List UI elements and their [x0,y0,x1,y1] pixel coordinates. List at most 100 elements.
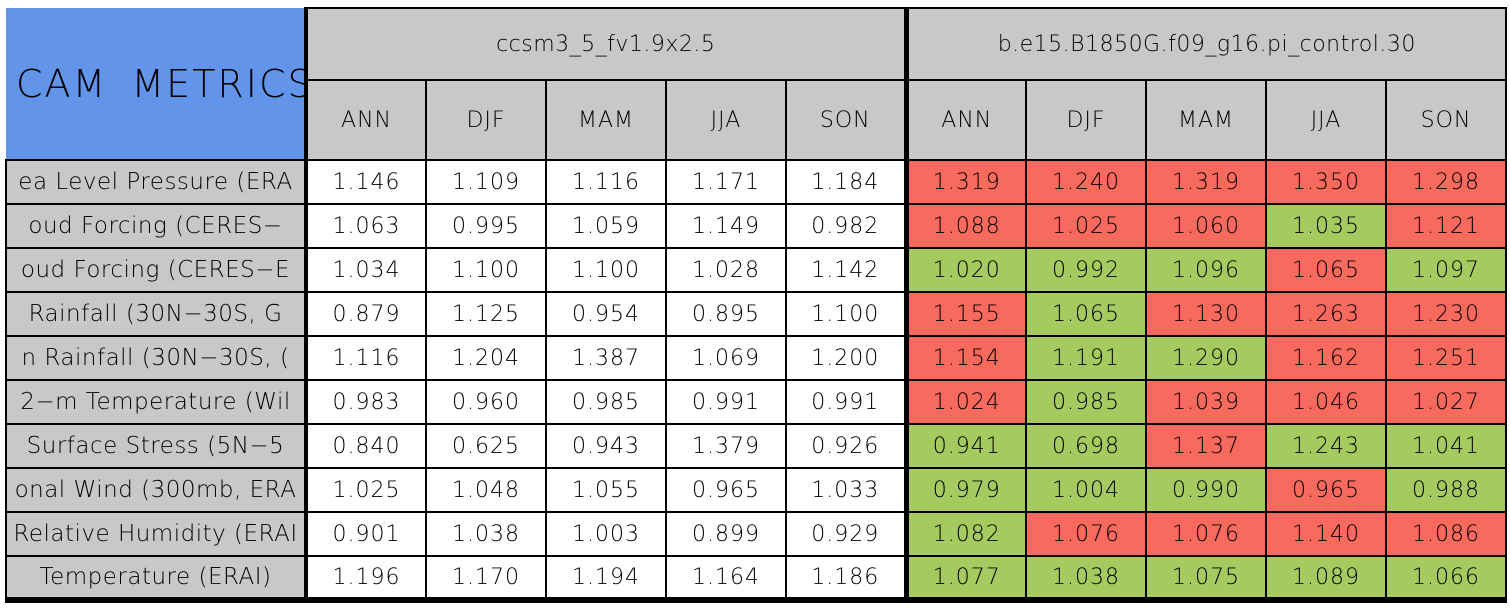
model2-value-cell: 1.076 [1025,511,1148,557]
model1-value-cell: 1.100 [545,247,667,293]
model2-value-cell: 1.024 [903,379,1028,425]
row-label: oud Forcing (CERES−E [5,247,308,293]
model1-value-cell: 0.995 [425,203,547,249]
model1-value-cell: 0.895 [665,291,787,337]
model1-value-cell: 1.184 [784,159,908,205]
model1-value-cell: 0.901 [305,511,427,557]
model2-value-cell: 1.086 [1385,511,1508,557]
table-row: oud Forcing (CERES− 1.063 0.995 1.059 1.149 0… [5,203,1508,249]
model2-value-cell: 1.066 [1385,555,1508,603]
model1-value-cell: 0.991 [665,379,787,425]
model1-value-cell: 0.982 [784,203,908,249]
model1-value-cell: 1.048 [425,467,547,513]
model2-value-cell: 1.075 [1145,555,1268,603]
model1-value-cell: 1.116 [545,159,667,205]
model1-value-cell: 1.170 [425,555,547,603]
model1-value-cell: 1.100 [784,291,908,337]
model2-value-cell: 1.065 [1025,291,1148,337]
model2-value-cell: 1.263 [1265,291,1388,337]
model1-value-cell: 1.025 [305,467,427,513]
model1-season-jja: JJA [665,79,787,161]
model1-value-cell: 1.200 [784,335,908,381]
model2-value-cell: 0.985 [1025,379,1148,425]
row-label: Relative Humidity (ERAI [5,511,308,557]
table-row: Surface Stress (5N−5 0.840 0.625 0.943 1.379… [5,423,1508,469]
model1-value-cell: 1.387 [545,335,667,381]
row-label: 2−m Temperature (Wil [5,379,308,425]
model2-value-cell: 1.191 [1025,335,1148,381]
model2-value-cell: 1.089 [1265,555,1388,603]
model1-value-cell: 1.003 [545,511,667,557]
model1-value-cell: 1.034 [305,247,427,293]
model2-value-cell: 1.243 [1265,423,1388,469]
table-row: 2−m Temperature (Wil 0.983 0.960 0.985 0.991… [5,379,1508,425]
table-row: Rainfall (30N−30S, G 0.879 1.125 0.954 0.895… [5,291,1508,337]
model2-value-cell: 1.025 [1025,203,1148,249]
model1-value-cell: 1.069 [665,335,787,381]
model2-season-mam: MAM [1145,79,1268,161]
model1-value-cell: 1.125 [425,291,547,337]
model2-value-cell: 1.077 [903,555,1028,603]
model1-value-cell: 1.186 [784,555,908,603]
model2-group-header: b.e15.B1850G.f09_g16.pi_control.30 [903,7,1508,81]
model2-value-cell: 1.155 [903,291,1028,337]
table-row: ea Level Pressure (ERA 1.146 1.109 1.116 1.1… [5,159,1508,205]
table-row: Relative Humidity (ERAI 0.901 1.038 1.003 0.… [5,511,1508,557]
model1-value-cell: 0.983 [305,379,427,425]
row-label: n Rainfall (30N−30S, ( [5,335,308,381]
model2-value-cell: 0.988 [1385,467,1508,513]
model1-value-cell: 1.116 [305,335,427,381]
model2-value-cell: 1.020 [903,247,1028,293]
model2-value-cell: 1.251 [1385,335,1508,381]
model2-value-cell: 1.319 [1145,159,1268,205]
model1-value-cell: 1.194 [545,555,667,603]
model1-value-cell: 0.985 [545,379,667,425]
row-label: onal Wind (300mb, ERA [5,467,308,513]
model1-value-cell: 0.965 [665,467,787,513]
model2-season-jja: JJA [1265,79,1388,161]
table-row: oud Forcing (CERES−E 1.034 1.100 1.100 1.028… [5,247,1508,293]
model1-season-son: SON [784,79,908,161]
model1-value-cell: 1.379 [665,423,787,469]
cam-metrics-table: CAM METRICS ccsm3_5_fv1.9x2.5 b.e15.B185… [5,7,1508,603]
model2-value-cell: 1.298 [1385,159,1508,205]
model1-value-cell: 1.055 [545,467,667,513]
model2-value-cell: 0.992 [1025,247,1148,293]
model2-value-cell: 1.240 [1025,159,1148,205]
model1-value-cell: 1.149 [665,203,787,249]
row-label: Surface Stress (5N−5 [5,423,308,469]
model1-value-cell: 1.196 [305,555,427,603]
model1-value-cell: 1.033 [784,467,908,513]
model2-value-cell: 1.121 [1385,203,1508,249]
model2-value-cell: 0.698 [1025,423,1148,469]
model1-value-cell: 0.991 [784,379,908,425]
season-header-row: ANN DJF MAM JJA SON ANN DJF MAM JJA SON [6,79,1508,161]
model1-value-cell: 1.146 [305,159,427,205]
model2-value-cell: 0.965 [1265,467,1388,513]
model1-season-mam: MAM [545,79,667,161]
model-header-row: CAM METRICS ccsm3_5_fv1.9x2.5 b.e15.B185… [6,7,1508,161]
model2-season-djf: DJF [1025,79,1148,161]
model2-value-cell: 1.046 [1265,379,1388,425]
table-row: Temperature (ERAI) 1.196 1.170 1.194 1.164 1.… [5,555,1508,603]
model2-value-cell: 1.137 [1145,423,1268,469]
model2-value-cell: 1.065 [1265,247,1388,293]
model2-value-cell: 1.060 [1145,203,1268,249]
model2-value-cell: 1.039 [1145,379,1268,425]
model1-value-cell: 1.142 [784,247,908,293]
model2-value-cell: 1.035 [1265,203,1388,249]
model2-value-cell: 1.319 [903,159,1028,205]
model2-value-cell: 1.041 [1385,423,1508,469]
model1-value-cell: 0.943 [545,423,667,469]
model2-value-cell: 1.097 [1385,247,1508,293]
model1-value-cell: 0.840 [305,423,427,469]
model1-value-cell: 0.879 [305,291,427,337]
model1-value-cell: 1.109 [425,159,547,205]
model1-value-cell: 1.171 [665,159,787,205]
table-row: onal Wind (300mb, ERA 1.025 1.048 1.055 0.96… [5,467,1508,513]
table-body: ea Level Pressure (ERA 1.146 1.109 1.116 1.1… [5,159,1508,603]
model2-value-cell: 1.082 [903,511,1028,557]
row-label: Rainfall (30N−30S, G [5,291,308,337]
model1-value-cell: 0.625 [425,423,547,469]
